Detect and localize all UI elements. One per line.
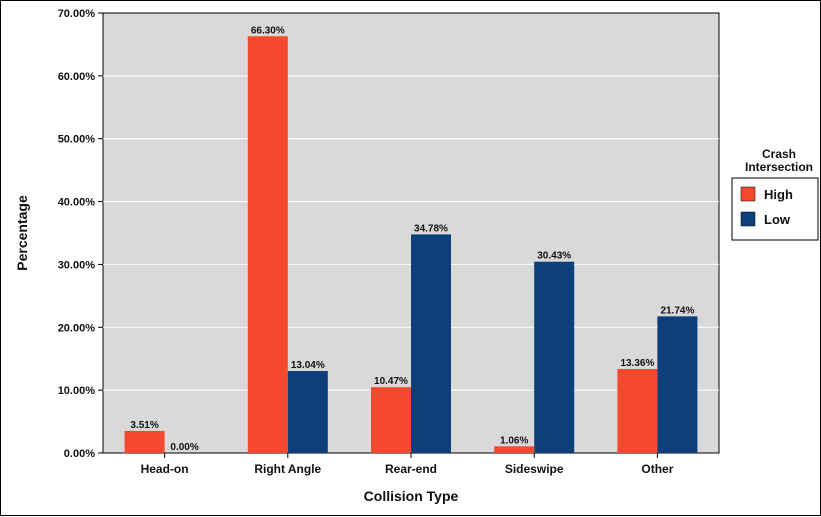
- y-tick-label: 20.00%: [58, 322, 96, 334]
- bar-low: [411, 234, 451, 453]
- data-label: 1.06%: [500, 435, 528, 446]
- bar-low: [287, 371, 328, 453]
- legend-swatch-low: [740, 211, 756, 227]
- data-labels: 3.51% 0.00% 66.30% 13.04% 10.47% 34.78% 1.06% 3…: [130, 25, 694, 453]
- y-tick-label: 60.00%: [58, 71, 96, 83]
- data-label: 3.51%: [130, 420, 158, 431]
- x-axis-title: Collision Type: [364, 488, 459, 504]
- legend-label-high: High: [764, 187, 793, 202]
- x-tick-label: Rear-end: [385, 462, 437, 476]
- y-tick-label: 40.00%: [58, 197, 96, 209]
- data-label: 66.30%: [251, 25, 285, 36]
- legend-items: High Low: [740, 186, 793, 227]
- x-tick-label: Right Angle: [254, 462, 321, 476]
- bar-high: [124, 430, 165, 453]
- bar-low: [657, 316, 698, 453]
- data-label: 10.47%: [374, 376, 408, 387]
- bar-high: [617, 369, 658, 453]
- x-tick-label: Sideswipe: [505, 462, 564, 476]
- y-tick-label: 0.00%: [64, 448, 95, 460]
- y-tick-label: 30.00%: [58, 259, 96, 271]
- data-label: 0.00%: [170, 442, 198, 453]
- data-label: 34.78%: [414, 223, 448, 234]
- y-tick-label: 70.00%: [58, 8, 96, 20]
- data-label: 13.36%: [620, 358, 654, 369]
- legend-swatch-high: [740, 186, 756, 202]
- bars: [124, 36, 698, 453]
- legend-title-line1: Crash: [762, 147, 796, 161]
- data-label: 13.04%: [291, 360, 325, 371]
- gridlines: [103, 75, 719, 391]
- legend: Crash Intersection High Low: [731, 147, 819, 241]
- y-tick-label: 10.00%: [58, 385, 96, 397]
- x-tick-label: Head-on: [141, 462, 189, 476]
- data-label: 30.43%: [537, 251, 571, 262]
- data-label: 21.74%: [660, 305, 694, 316]
- x-axis-ticks: Head-on Right Angle Rear-end Sideswipe Other: [141, 453, 674, 476]
- legend-label-low: Low: [764, 212, 791, 227]
- bar-high: [494, 446, 535, 453]
- y-axis-ticks: 0.00% 10.00% 20.00% 30.00% 40.00% 50.00% 60.00…: [58, 8, 103, 460]
- y-tick-label: 50.00%: [58, 134, 96, 146]
- bar-high: [247, 36, 288, 453]
- legend-title-line2: Intersection: [745, 160, 813, 174]
- bar-high: [371, 387, 411, 453]
- y-axis-title: Percentage: [14, 195, 30, 271]
- bar-low: [534, 261, 575, 453]
- x-tick-label: Other: [641, 462, 673, 476]
